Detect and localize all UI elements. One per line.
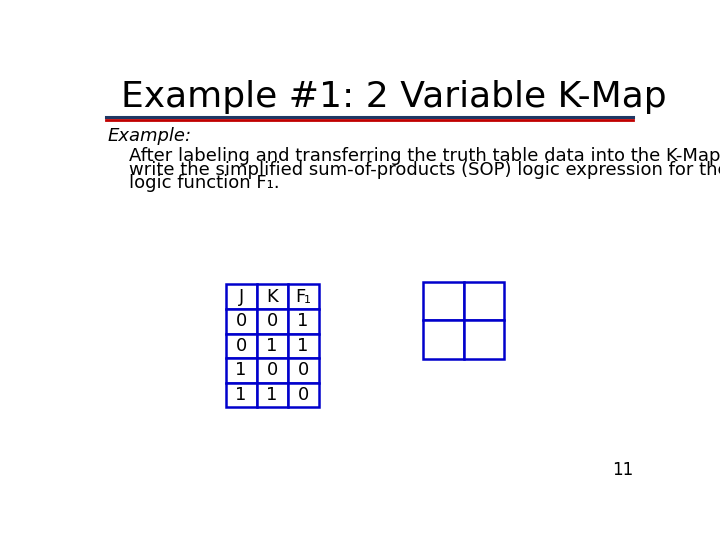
- Bar: [225, 284, 256, 309]
- Bar: [287, 383, 319, 408]
- Bar: [464, 282, 504, 320]
- Text: 1: 1: [266, 386, 278, 404]
- Bar: [287, 358, 319, 383]
- Text: 1: 1: [297, 312, 309, 330]
- Text: 11: 11: [613, 461, 634, 479]
- Text: After labeling and transferring the truth table data into the K-Map,: After labeling and transferring the trut…: [129, 147, 720, 165]
- Bar: [225, 358, 256, 383]
- Text: 1: 1: [297, 337, 309, 355]
- Bar: [225, 334, 256, 358]
- Bar: [256, 284, 287, 309]
- Text: 1: 1: [235, 361, 247, 380]
- Text: F: F: [296, 288, 306, 306]
- Text: 1: 1: [266, 337, 278, 355]
- Bar: [287, 309, 319, 334]
- Text: 0: 0: [266, 312, 278, 330]
- Text: write the simplified sum-of-products (SOP) logic expression for the: write the simplified sum-of-products (SO…: [129, 160, 720, 179]
- Text: Example:: Example:: [107, 127, 192, 145]
- Text: J: J: [238, 288, 244, 306]
- Text: 1: 1: [235, 386, 247, 404]
- Bar: [256, 383, 287, 408]
- Bar: [225, 309, 256, 334]
- Text: logic function F₁.: logic function F₁.: [129, 174, 279, 192]
- Bar: [225, 383, 256, 408]
- Text: 1: 1: [304, 295, 310, 306]
- Text: Example #1: 2 Variable K-Map: Example #1: 2 Variable K-Map: [121, 80, 667, 114]
- Text: 0: 0: [297, 361, 309, 380]
- Bar: [423, 282, 464, 320]
- Text: K: K: [266, 288, 278, 306]
- Text: 0: 0: [235, 312, 247, 330]
- Bar: [423, 320, 464, 359]
- Bar: [256, 334, 287, 358]
- Text: 0: 0: [297, 386, 309, 404]
- Bar: [256, 309, 287, 334]
- Bar: [287, 284, 319, 309]
- Bar: [256, 358, 287, 383]
- Text: 0: 0: [235, 337, 247, 355]
- Bar: [287, 334, 319, 358]
- Bar: [464, 320, 504, 359]
- Text: 0: 0: [266, 361, 278, 380]
